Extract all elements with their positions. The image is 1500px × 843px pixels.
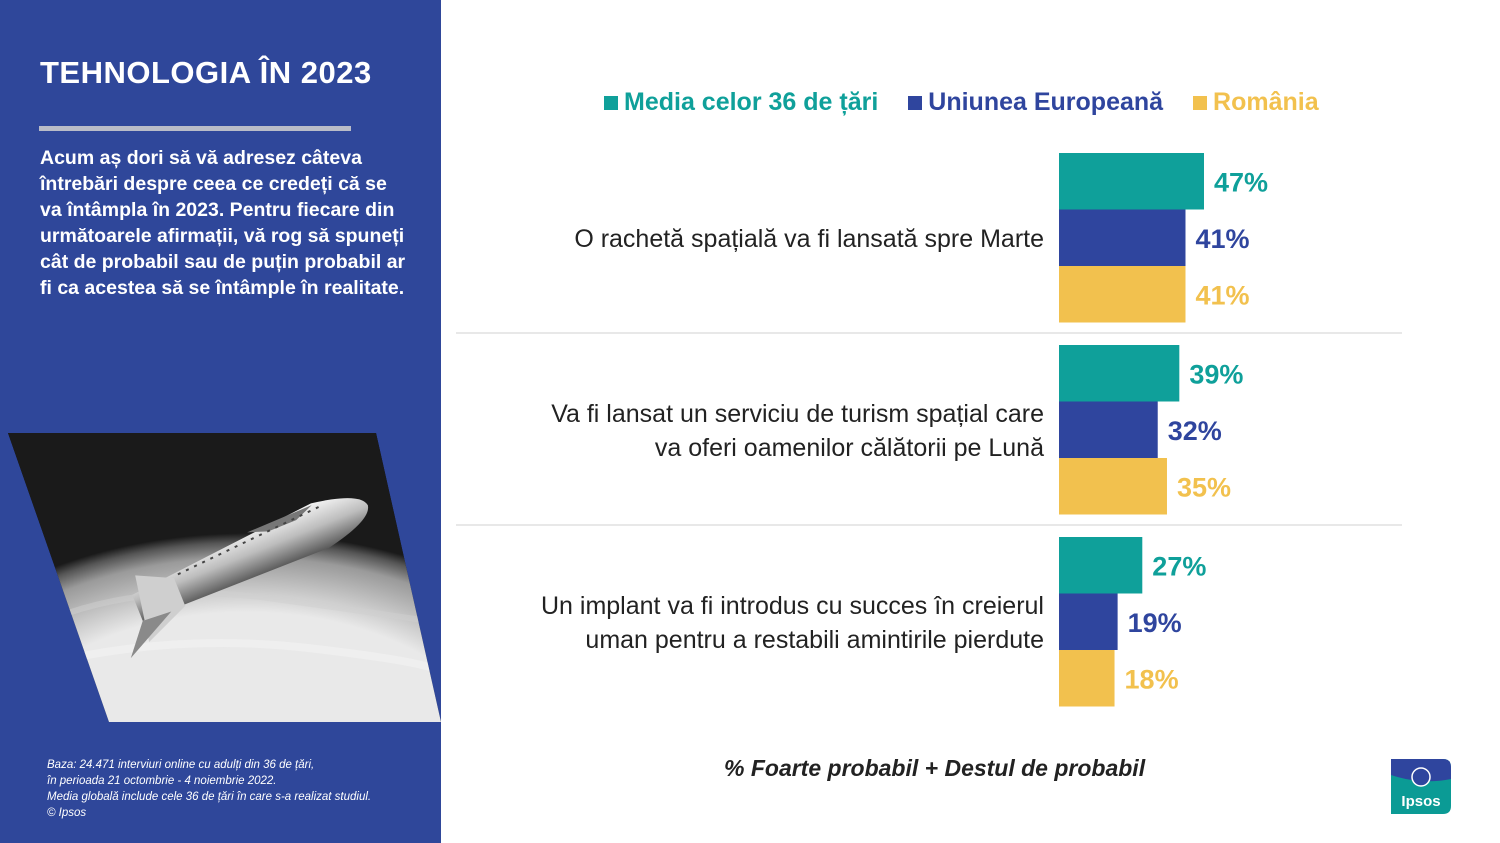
bar bbox=[1059, 266, 1186, 323]
category-label: uman pentru a restabili amintirile pierd… bbox=[585, 626, 1044, 654]
legend-item-eu: Uniunea Europeană bbox=[908, 88, 1163, 117]
legend-swatch-teal bbox=[604, 95, 618, 110]
bar bbox=[1059, 401, 1158, 458]
data-label: 35% bbox=[1177, 472, 1231, 502]
data-label: 27% bbox=[1152, 551, 1206, 581]
legend-swatch-blue bbox=[908, 95, 923, 110]
category-label: Un implant va fi introdus cu succes în c… bbox=[541, 592, 1044, 620]
legend-item-romania: România bbox=[1193, 88, 1319, 117]
legend-item-global: Media celor 36 de țări bbox=[604, 88, 878, 117]
title-divider bbox=[39, 126, 351, 131]
measure-note: % Foarte probabil + Destul de probabil bbox=[724, 755, 1146, 781]
chart-legend: Media celor 36 de țări Uniunea Europeană… bbox=[604, 88, 1349, 117]
data-label: 41% bbox=[1195, 224, 1249, 254]
footnote: Baza: 24.471 interviuri online cu adulți… bbox=[47, 759, 372, 819]
category-label: Va fi lansat un serviciu de turism spați… bbox=[551, 400, 1044, 428]
bar bbox=[1059, 345, 1180, 402]
ipsos-logo: Ipsos bbox=[1391, 759, 1451, 814]
legend-label-eu: Uniunea Europeană bbox=[928, 88, 1164, 116]
data-label: 19% bbox=[1128, 608, 1182, 638]
bar-chart: O rachetă spațială va fi lansată spre Ma… bbox=[456, 153, 1402, 707]
bar bbox=[1059, 593, 1118, 650]
category-label: va oferi oamenilor călătorii pe Lună bbox=[655, 434, 1044, 462]
intro-text: Acum aș dori să vă adresez câteva întreb… bbox=[40, 147, 406, 299]
bar bbox=[1059, 458, 1167, 515]
legend-swatch-yellow bbox=[1193, 95, 1208, 110]
bar bbox=[1059, 153, 1204, 210]
data-label: 18% bbox=[1125, 664, 1179, 694]
legend-label-global: Media celor 36 de țări bbox=[624, 88, 879, 116]
legend-label-romania: România bbox=[1213, 88, 1319, 116]
data-label: 41% bbox=[1195, 280, 1249, 310]
bar bbox=[1059, 209, 1186, 266]
data-label: 39% bbox=[1189, 359, 1243, 389]
bar bbox=[1059, 537, 1143, 594]
category-label: O rachetă spațială va fi lansată spre Ma… bbox=[574, 225, 1044, 253]
logo-text: Ipsos bbox=[1401, 793, 1440, 810]
data-label: 47% bbox=[1214, 167, 1268, 197]
sidebar-panel: TEHNOLOGIA ÎN 2023 Acum aș dori să vă ad… bbox=[0, 0, 441, 843]
spaceship-photo bbox=[8, 433, 441, 722]
data-label: 32% bbox=[1168, 416, 1222, 446]
page-title: TEHNOLOGIA ÎN 2023 bbox=[40, 55, 372, 90]
bar bbox=[1059, 650, 1115, 707]
